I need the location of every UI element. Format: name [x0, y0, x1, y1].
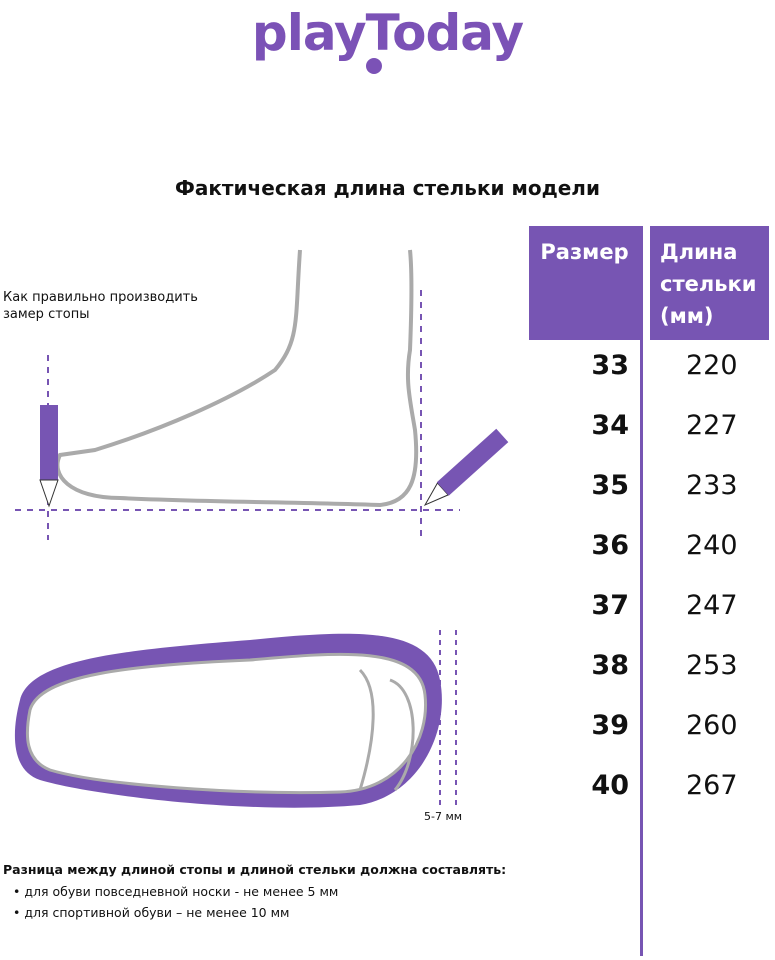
- length-value: 267: [686, 770, 738, 801]
- table-row: 38 253: [529, 650, 769, 690]
- measure-instruction: Как правильно производить замер стопы: [3, 290, 198, 322]
- table-row: 37 247: [529, 590, 769, 630]
- length-value: 260: [686, 710, 738, 741]
- size-value: 33: [591, 350, 629, 381]
- length-value: 233: [686, 470, 738, 501]
- note-bullet: • для обуви повседневной носки - не мене…: [13, 884, 339, 899]
- gap-label: 5-7 мм: [424, 810, 463, 823]
- table-row: 34 227: [529, 410, 769, 450]
- size-value: 35: [591, 470, 629, 501]
- table-row: 35 233: [529, 470, 769, 510]
- size-value: 39: [591, 710, 629, 741]
- insole-illustration: [14, 630, 457, 810]
- note-bullet-text: для обуви повседневной носки - не менее …: [24, 884, 339, 899]
- fit-note: Разница между длиной стопы и длиной стел…: [3, 862, 506, 923]
- length-value: 227: [686, 410, 738, 441]
- logo-dot: [366, 58, 382, 74]
- table-row: 36 240: [529, 530, 769, 570]
- table-row: 39 260: [529, 710, 769, 750]
- page-title: Фактическая длина стельки модели: [175, 176, 600, 200]
- foot-side-illustration: [15, 249, 509, 540]
- size-value: 38: [591, 650, 629, 681]
- size-value: 36: [591, 530, 629, 561]
- length-value: 247: [686, 590, 738, 621]
- note-bullet: • для спортивной обуви – не менее 10 мм: [13, 905, 290, 920]
- table-row: 33 220: [529, 350, 769, 390]
- note-heading: Разница между длиной стопы и длиной стел…: [3, 862, 507, 877]
- size-value: 40: [591, 770, 629, 801]
- note-bullet-text: для спортивной обуви – не менее 10 мм: [24, 905, 290, 920]
- pencil-left-icon: [39, 405, 59, 508]
- header-size: Размер: [529, 226, 640, 340]
- table-divider: [640, 226, 643, 956]
- size-value: 34: [591, 410, 629, 441]
- size-value: 37: [591, 590, 629, 621]
- pencil-right-icon: [423, 428, 509, 507]
- brand-logo: playToday: [251, 4, 524, 62]
- table-row: 40 267: [529, 770, 769, 810]
- length-value: 220: [686, 350, 738, 381]
- length-value: 253: [686, 650, 738, 681]
- header-length: Длина стельки (мм): [650, 226, 769, 340]
- length-value: 240: [686, 530, 738, 561]
